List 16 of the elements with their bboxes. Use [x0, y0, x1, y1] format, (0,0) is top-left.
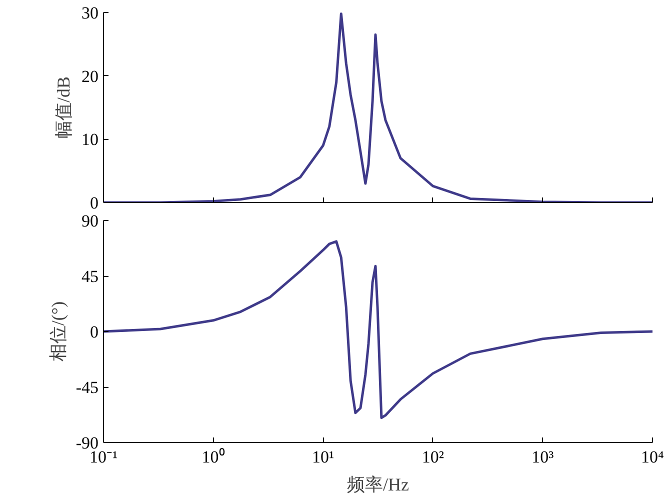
y-tick-label: 10	[82, 130, 98, 150]
x-tick-label: 10⁰	[202, 448, 225, 466]
y-tick-label: 0	[90, 194, 98, 212]
y-tick-label: 0	[90, 322, 98, 342]
y-tick-label: 45	[82, 267, 98, 286]
x-tick-label: 10⁴	[641, 448, 664, 466]
y-tick-label: 90	[82, 212, 98, 230]
x-tick-label: 10³	[532, 448, 554, 466]
y-tick-label: -45	[76, 378, 99, 397]
y-tick-label: 30	[82, 4, 98, 22]
y-axis-title: 相位/(°)	[48, 301, 68, 362]
y-axis-title: 幅值/dB	[54, 76, 74, 139]
x-tick-label: 10¹	[312, 448, 334, 466]
x-axis-title: 频率/Hz	[347, 474, 410, 494]
y-tick-label: 20	[82, 66, 98, 86]
x-tick-label: 10²	[422, 448, 444, 466]
